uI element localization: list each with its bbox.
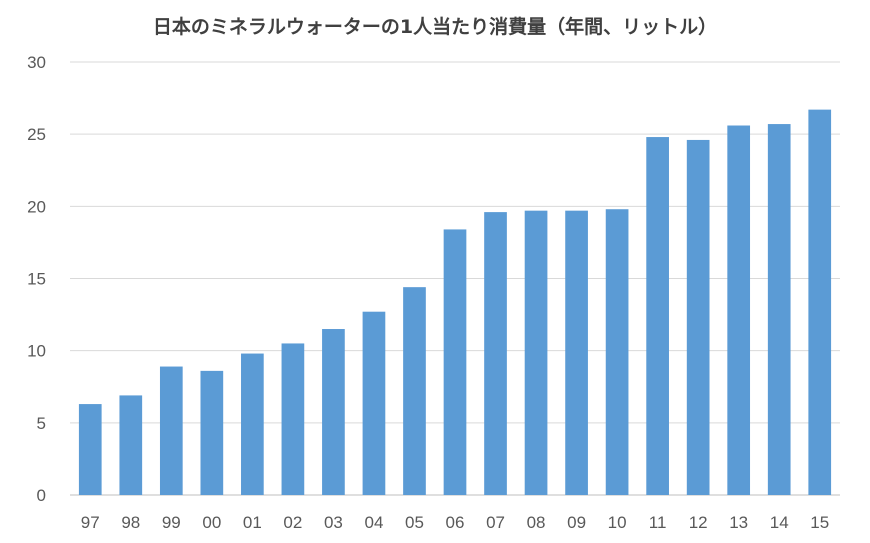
- bar-07: [484, 212, 507, 495]
- bar-13: [727, 125, 751, 496]
- bar-97: [78, 404, 102, 495]
- chart-title: 日本のミネラルウォーターの1人当たり消費量（年間、リットル）: [152, 16, 718, 38]
- bar-08: [524, 210, 548, 495]
- bar-14: [767, 124, 791, 496]
- bar-12: [686, 139, 710, 495]
- x-tick-label: 07: [486, 513, 505, 532]
- x-tick-label: 99: [162, 513, 181, 532]
- y-tick-label: 30: [27, 53, 46, 72]
- x-tick-label: 08: [527, 513, 546, 532]
- x-tick-label: 05: [405, 513, 424, 532]
- x-tick-label: 01: [243, 513, 262, 532]
- bar-11: [646, 137, 669, 495]
- y-tick-label: 20: [27, 197, 46, 216]
- bar-02: [281, 343, 305, 495]
- x-tick-label: 02: [283, 513, 302, 532]
- bar-06: [443, 229, 467, 495]
- x-tick-label: 14: [770, 513, 789, 532]
- x-tick-label: 03: [324, 513, 343, 532]
- bar-10: [605, 209, 629, 495]
- x-tick-label: 04: [364, 513, 383, 532]
- bar-00: [200, 370, 224, 495]
- bars: [78, 109, 832, 496]
- x-tick-label: 06: [446, 513, 465, 532]
- bar-09: [565, 210, 588, 495]
- x-tick-label: 00: [202, 513, 221, 532]
- y-tick-label: 5: [37, 414, 46, 433]
- x-tick-label: 10: [608, 513, 627, 532]
- x-tick-label: 11: [649, 513, 667, 532]
- y-tick-label: 10: [27, 342, 46, 361]
- bar-01: [241, 353, 264, 495]
- bar-99: [159, 366, 183, 495]
- y-axis-ticks: 0 5 10 15 20 25 30: [27, 53, 46, 505]
- bar-05: [403, 287, 426, 495]
- bar-98: [119, 395, 143, 495]
- y-tick-label: 25: [27, 125, 46, 144]
- y-tick-label: 15: [27, 270, 46, 289]
- bar-04: [362, 311, 386, 495]
- x-tick-label: 09: [567, 513, 586, 532]
- x-tick-label: 12: [689, 513, 708, 532]
- bar-03: [322, 329, 345, 495]
- y-tick-label: 0: [37, 486, 46, 505]
- x-tick-label: 15: [810, 513, 829, 532]
- x-tick-label: 98: [121, 513, 140, 532]
- x-tick-label: 13: [729, 513, 748, 532]
- x-axis-ticks: 97 98 99 00 01 02 03 04 05 06 07 08 09 10 11 12 13 14 15: [81, 513, 829, 532]
- x-tick-label: 97: [81, 513, 100, 532]
- bar-15: [808, 109, 832, 495]
